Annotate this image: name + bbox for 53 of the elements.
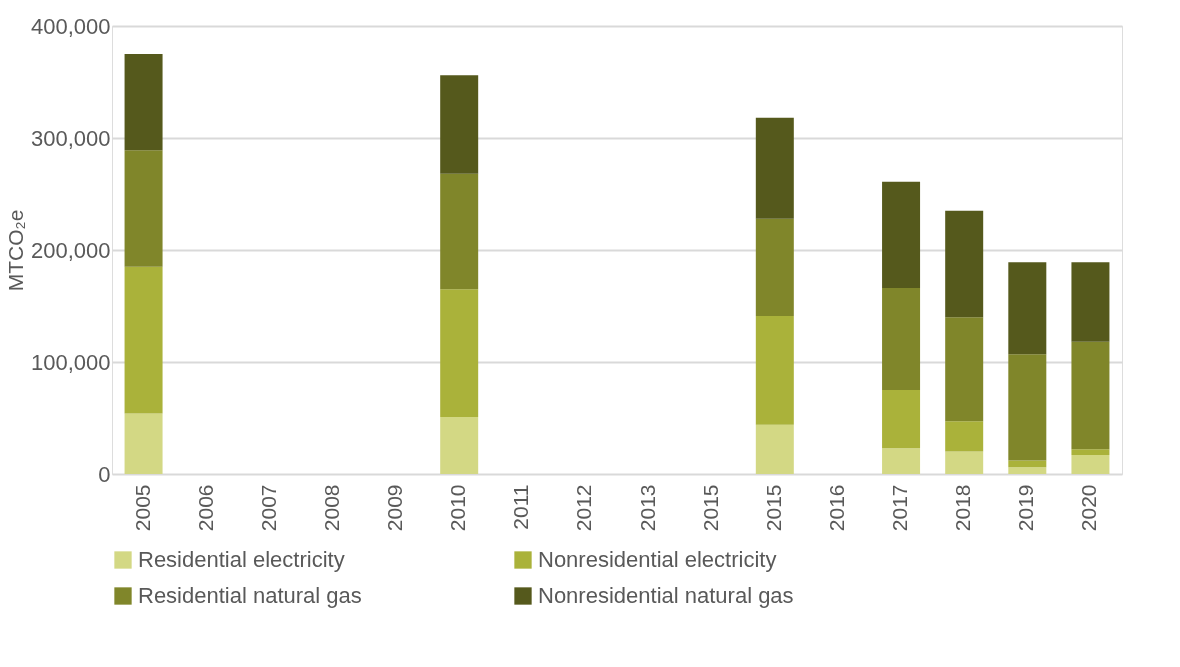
x-tick-label: 2018 (951, 484, 975, 532)
x-tick-label: 2019 (1014, 484, 1038, 532)
bar (945, 317, 984, 422)
bar (440, 173, 479, 290)
x-tick-label: 2015 (698, 484, 722, 532)
bar (124, 54, 163, 151)
x-tick-label: 2007 (256, 484, 280, 532)
bar (882, 288, 921, 390)
bar (124, 266, 163, 414)
x-tick-label: 2009 (383, 484, 407, 532)
legend-label: Nonresidential natural gas (538, 583, 794, 608)
bar (440, 416, 479, 474)
x-tick-label: 2011 (509, 484, 533, 530)
y-tick-label: 200,000 (30, 237, 111, 263)
y-tick-label: 100,000 (30, 349, 111, 375)
bar (755, 316, 794, 425)
bar (945, 451, 984, 474)
bar (945, 210, 984, 318)
x-tick-label: 2016 (824, 484, 848, 532)
x-tick-label: 2017 (888, 484, 912, 532)
y-tick-label: 400,000 (30, 13, 111, 39)
bar (124, 150, 163, 267)
bar (882, 448, 921, 474)
bar (755, 117, 794, 219)
y-tick-label: 300,000 (30, 125, 111, 151)
bar (1071, 454, 1110, 474)
x-tick-label: 2012 (572, 484, 596, 532)
x-tick-label: 2005 (130, 484, 154, 532)
bar (1071, 262, 1110, 342)
bar (440, 75, 479, 174)
bar (1071, 341, 1110, 450)
y-tick-label: 0 (98, 461, 111, 487)
legend-label: Residential electricity (138, 547, 345, 572)
bar (945, 421, 984, 452)
y-axis-title: MTCO₂e (3, 209, 27, 292)
bar (1008, 262, 1047, 355)
legend-label: Nonresidential electricity (538, 547, 777, 572)
bar (882, 390, 921, 449)
x-tick-label: 2015 (761, 484, 785, 532)
bar (1008, 354, 1047, 461)
x-tick-label: 2006 (193, 484, 217, 532)
bar (755, 424, 794, 474)
bar (1071, 449, 1110, 455)
bar (1008, 467, 1047, 474)
x-tick-label: 2020 (1077, 484, 1101, 532)
bar (440, 289, 479, 417)
x-tick-label: 2010 (446, 484, 470, 532)
x-tick-label: 2013 (635, 484, 659, 532)
bar (882, 181, 921, 289)
bar (755, 218, 794, 317)
bar (124, 413, 163, 474)
x-tick-label: 2008 (319, 484, 343, 532)
legend-label: Residential natural gas (138, 583, 362, 608)
